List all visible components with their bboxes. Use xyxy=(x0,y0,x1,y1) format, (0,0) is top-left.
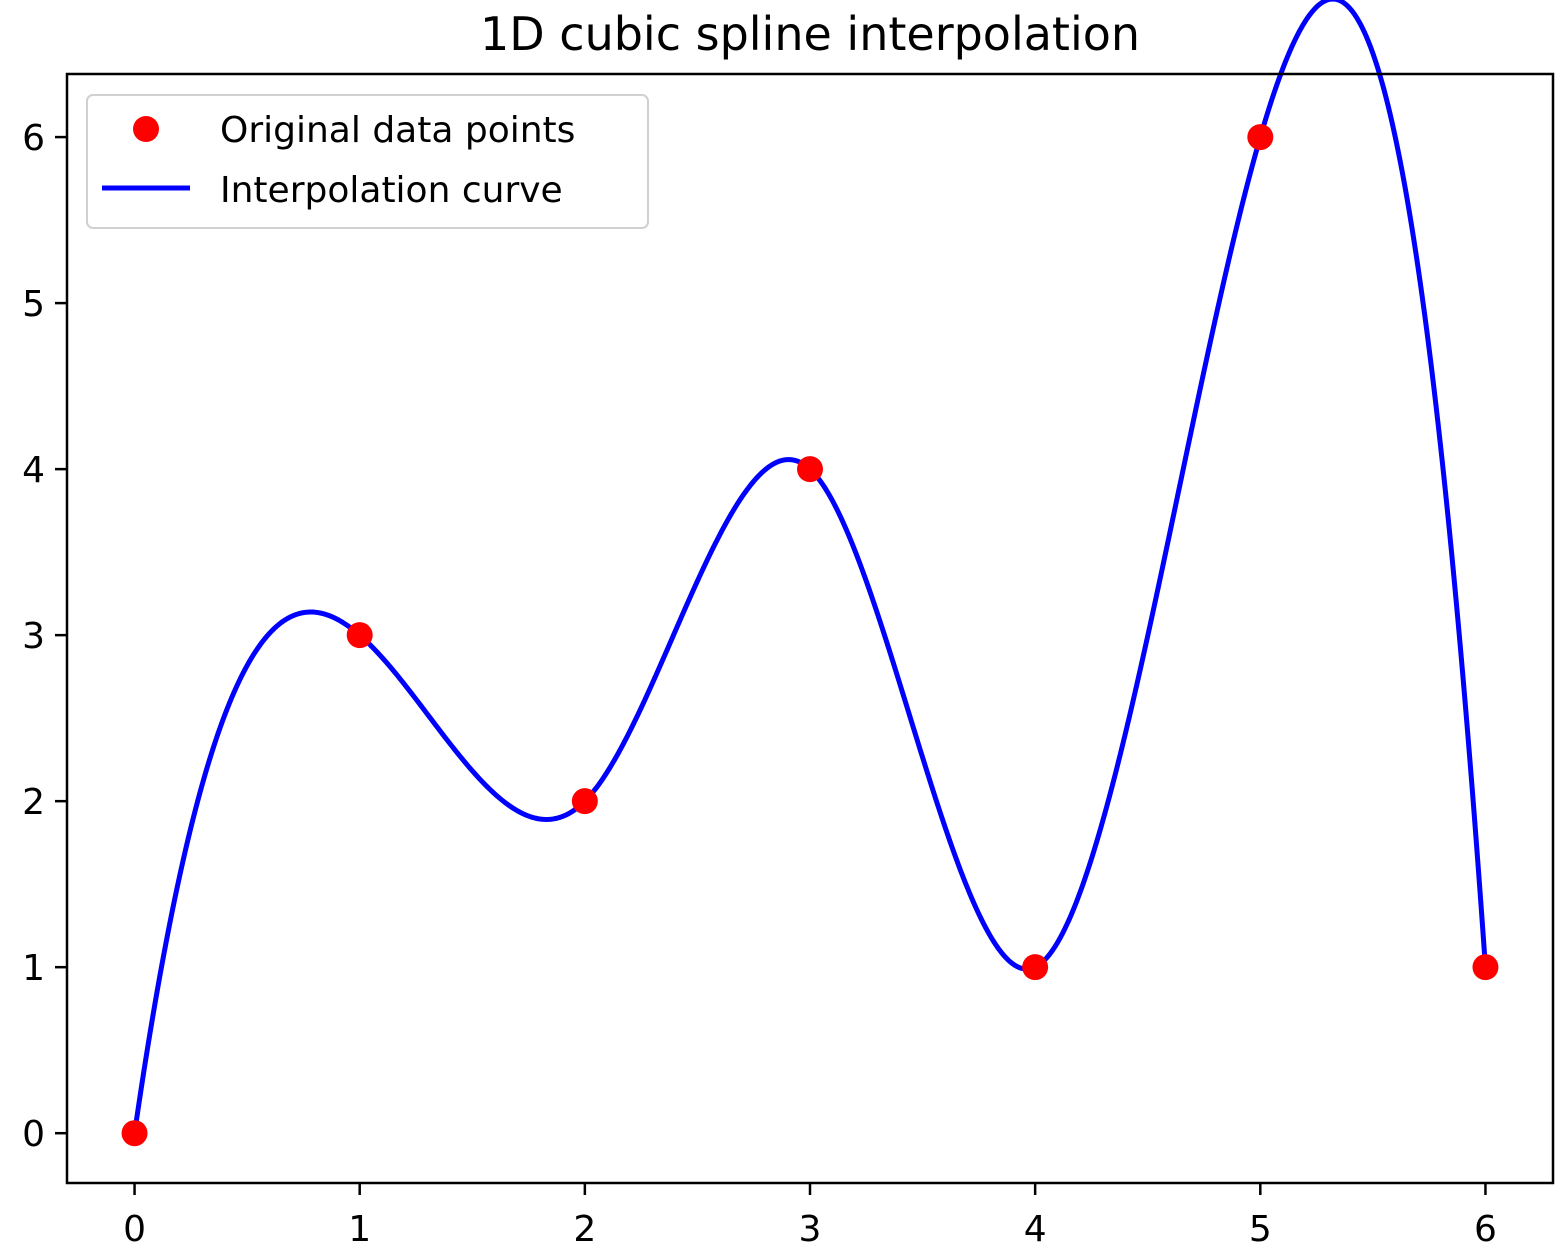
data-point xyxy=(797,456,823,483)
legend: Original data points Interpolation curve xyxy=(86,94,649,229)
x-tick-label: 0 xyxy=(123,1209,146,1250)
data-point xyxy=(571,788,598,815)
chart-title: 1D cubic spline interpolation xyxy=(480,7,1140,61)
y-tick-label: 2 xyxy=(22,782,45,823)
x-tick-label: 2 xyxy=(573,1209,596,1250)
y-tick-label: 4 xyxy=(22,450,45,491)
data-point xyxy=(346,622,373,649)
legend-box xyxy=(86,94,649,229)
y-tick-label: 5 xyxy=(22,284,45,325)
x-tick-label: 6 xyxy=(1474,1209,1497,1250)
y-tick-label: 3 xyxy=(22,616,45,657)
y-tick-label: 0 xyxy=(22,1114,45,1155)
y-tick-label: 6 xyxy=(22,118,45,159)
data-point xyxy=(1022,954,1049,981)
data-point xyxy=(1247,124,1274,151)
data-point xyxy=(121,1120,148,1147)
legend-label-data-points: Original data points xyxy=(220,110,575,151)
y-tick-label: 1 xyxy=(22,948,45,989)
x-axis: 0 1 2 3 4 5 6 xyxy=(123,1183,1497,1250)
legend-marker-data-points xyxy=(133,116,159,142)
data-points-layer xyxy=(121,124,1499,1147)
x-tick-label: 3 xyxy=(799,1209,822,1250)
x-tick-label: 1 xyxy=(348,1209,371,1250)
legend-label-interpolation: Interpolation curve xyxy=(220,170,563,211)
plot-frame xyxy=(65,72,1555,1185)
y-axis: 0 1 2 3 4 5 6 xyxy=(22,118,67,1155)
data-point xyxy=(1472,954,1499,981)
x-tick-label: 5 xyxy=(1249,1209,1272,1250)
x-tick-label: 4 xyxy=(1024,1209,1047,1250)
